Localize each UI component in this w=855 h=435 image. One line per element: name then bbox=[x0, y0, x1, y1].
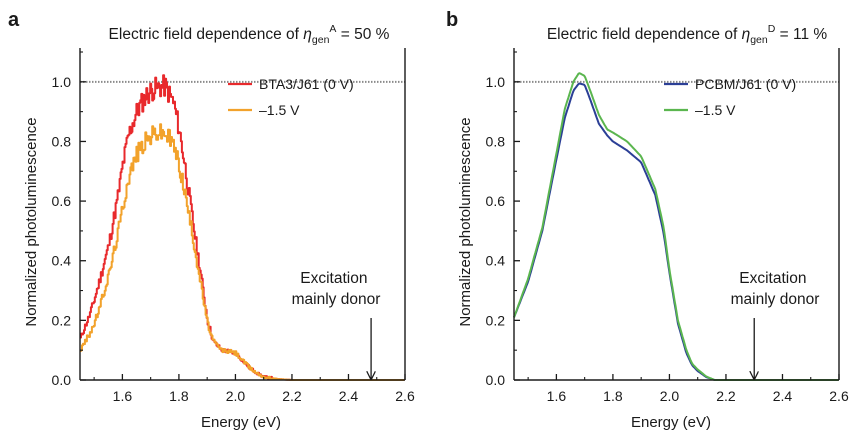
panel-b-ytick-label: 0.2 bbox=[486, 312, 506, 328]
panel-b-y-axis: 0.0 0.2 0.4 0.6 0.8 1.0 bbox=[486, 74, 506, 388]
panel-b-legend-label: PCBM/J61 (0 V) bbox=[695, 76, 796, 92]
panel-a-xtick-label: 2.6 bbox=[395, 388, 415, 404]
panel-b-x-axis: 1.6 1.8 2.0 2.2 2.4 2.6 bbox=[547, 388, 849, 404]
panel-b-title-eta: η bbox=[742, 26, 751, 43]
panel-b: b Electric field dependence of ηgenD = 1… bbox=[446, 9, 849, 431]
panel-b-xtick-label: 2.4 bbox=[773, 388, 793, 404]
panel-b-title-prefix: Electric field dependence of bbox=[547, 26, 742, 43]
panel-a-xtick-label: 1.6 bbox=[113, 388, 133, 404]
panel-a: a Electric field dependence of ηgenA = 5… bbox=[8, 9, 415, 431]
panel-b-title-suffix: = 11 % bbox=[775, 26, 827, 43]
panel-a-plot-area bbox=[79, 48, 406, 381]
panel-b-title-sub: gen bbox=[750, 34, 768, 46]
panel-b-xtick-label: 2.6 bbox=[829, 388, 849, 404]
panel-a-xlabel: Energy (eV) bbox=[201, 414, 281, 431]
panel-b-xtick-label: 1.6 bbox=[547, 388, 567, 404]
panel-b-legend: PCBM/J61 (0 V) –1.5 V bbox=[664, 76, 796, 118]
panel-a-y-axis: 0.0 0.2 0.4 0.6 0.8 1.0 bbox=[52, 74, 72, 388]
panel-a-letter: a bbox=[8, 9, 20, 31]
panel-a-legend: BTA3/J61 (0 V) –1.5 V bbox=[228, 76, 354, 118]
panel-b-legend-label: –1.5 V bbox=[695, 102, 736, 118]
panel-a-x-axis: 1.6 1.8 2.0 2.2 2.4 2.6 bbox=[113, 388, 415, 404]
panel-b-series-line bbox=[513, 82, 839, 381]
panel-b-ytick-label: 0.8 bbox=[486, 133, 506, 149]
panel-a-title-suffix: = 50 % bbox=[336, 26, 389, 43]
panel-a-title: Electric field dependence of ηgenA = 50 … bbox=[109, 23, 390, 46]
panel-b-ytick-label: 1.0 bbox=[486, 74, 506, 90]
panel-b-plot-area bbox=[513, 48, 840, 381]
panel-a-ytick-label: 0.8 bbox=[52, 133, 72, 149]
panel-b-xtick-label: 2.2 bbox=[716, 388, 736, 404]
panel-a-series-line bbox=[80, 123, 405, 381]
panel-a-legend-label: BTA3/J61 (0 V) bbox=[259, 76, 354, 92]
panel-a-title-prefix: Electric field dependence of bbox=[109, 26, 304, 43]
panel-a-title-sup: A bbox=[329, 23, 336, 35]
panel-b-annotation: Excitation mainly donor bbox=[731, 270, 820, 308]
panel-a-ytick-label: 0.6 bbox=[52, 193, 72, 209]
panel-a-title-sub: gen bbox=[312, 34, 330, 46]
panel-a-xtick-label: 1.8 bbox=[169, 388, 189, 404]
panel-b-title: Electric field dependence of ηgenD = 11 … bbox=[547, 23, 828, 46]
panel-a-legend-label: –1.5 V bbox=[259, 102, 300, 118]
panel-a-ylabel: Normalized photoluminescence bbox=[23, 117, 40, 326]
panel-a-annotation: Excitation mainly donor bbox=[292, 270, 381, 308]
panel-b-ytick-label: 0.4 bbox=[486, 253, 506, 269]
panel-a-annotation-line: Excitation bbox=[300, 270, 367, 287]
panel-b-xtick-label: 1.8 bbox=[603, 388, 623, 404]
panel-b-xlabel: Energy (eV) bbox=[631, 414, 711, 431]
panel-b-annotation-line: Excitation bbox=[739, 270, 806, 287]
panel-a-ytick-label: 0.2 bbox=[52, 312, 72, 328]
panel-a-title-eta: η bbox=[303, 26, 312, 43]
panel-b-ytick-label: 0.0 bbox=[486, 372, 506, 388]
panel-b-ylabel: Normalized photoluminescence bbox=[457, 117, 474, 326]
panel-a-series-line bbox=[80, 74, 405, 381]
panel-a-annotation-line: mainly donor bbox=[292, 291, 381, 308]
panel-a-xtick-label: 2.4 bbox=[339, 388, 359, 404]
panel-a-ytick-label: 1.0 bbox=[52, 74, 72, 90]
panel-a-ytick-label: 0.4 bbox=[52, 253, 72, 269]
panel-b-annotation-line: mainly donor bbox=[731, 291, 820, 308]
panel-b-series-line bbox=[513, 72, 839, 381]
panel-b-title-sup: D bbox=[768, 23, 776, 35]
panel-a-xtick-label: 2.2 bbox=[282, 388, 302, 404]
panel-a-ytick-label: 0.0 bbox=[52, 372, 72, 388]
panel-b-letter: b bbox=[446, 9, 458, 31]
panel-b-ytick-label: 0.6 bbox=[486, 193, 506, 209]
panel-a-xtick-label: 2.0 bbox=[226, 388, 246, 404]
panel-b-xtick-label: 2.0 bbox=[660, 388, 680, 404]
